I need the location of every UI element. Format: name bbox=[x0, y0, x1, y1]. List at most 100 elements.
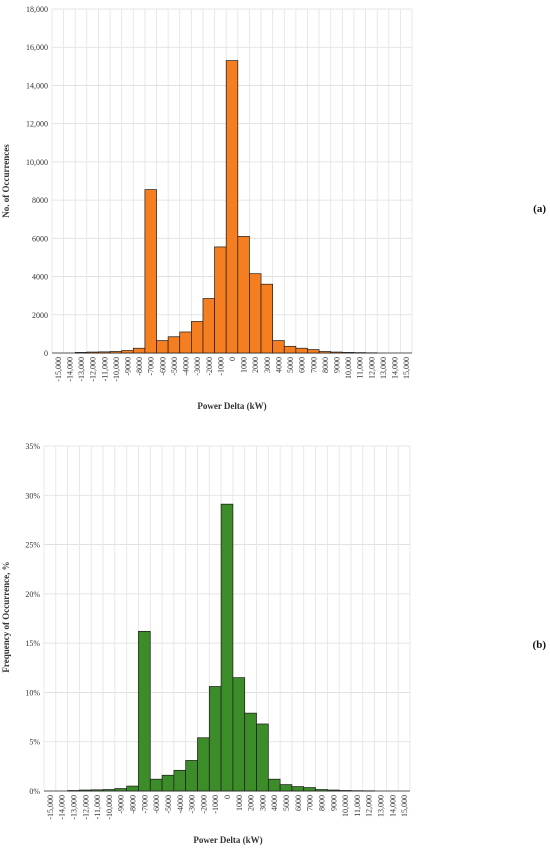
x-tick-label: -4000 bbox=[176, 795, 185, 814]
bar bbox=[79, 789, 92, 792]
bar bbox=[249, 273, 262, 354]
bar bbox=[149, 778, 163, 792]
y-tick-label: 25% bbox=[25, 541, 40, 550]
x-tick-label: -12,000 bbox=[81, 795, 90, 820]
bar bbox=[330, 351, 343, 354]
bar bbox=[341, 352, 355, 354]
bar bbox=[121, 350, 134, 354]
x-tick-label: -14,000 bbox=[58, 795, 67, 820]
x-tick-label: 9000 bbox=[329, 795, 338, 811]
bar bbox=[220, 503, 234, 792]
bar bbox=[179, 331, 192, 354]
x-axis-label-b: Power Delta (kW) bbox=[193, 835, 262, 845]
bar bbox=[161, 774, 175, 792]
bar bbox=[244, 712, 257, 792]
x-tick-label: -10,000 bbox=[105, 795, 114, 820]
y-tick-label: 30% bbox=[25, 491, 40, 500]
x-tick-label: 6000 bbox=[294, 795, 303, 811]
x-tick-label: 2000 bbox=[251, 357, 260, 373]
x-tick-label: 5000 bbox=[282, 795, 291, 811]
bar bbox=[283, 345, 297, 354]
x-tick-label: 7000 bbox=[306, 795, 315, 811]
x-tick-label: -11,000 bbox=[93, 795, 102, 819]
y-tick-label: 10,000 bbox=[26, 158, 48, 167]
x-ticks-b: -15,000 -14,000 -13,000 -12,000 -11,000 -10,0… bbox=[46, 795, 409, 820]
x-tick-label: 2000 bbox=[247, 795, 256, 811]
y-tick-label: 0 bbox=[44, 349, 48, 358]
bar bbox=[202, 298, 215, 354]
bar bbox=[256, 723, 269, 792]
bar bbox=[86, 351, 99, 354]
bar bbox=[315, 789, 328, 792]
x-tick-label: -13,000 bbox=[70, 795, 79, 820]
bar bbox=[208, 686, 222, 792]
x-tick-label: -5000 bbox=[170, 357, 179, 376]
y-tick-label: 6000 bbox=[32, 234, 48, 243]
x-tick-label: 12,000 bbox=[365, 795, 374, 817]
y-tick-label: 18,000 bbox=[26, 5, 48, 14]
x-tick-label: 3000 bbox=[258, 795, 267, 811]
bar bbox=[197, 737, 210, 792]
x-tick-label: -7000 bbox=[140, 795, 149, 814]
x-tick-label: 13,000 bbox=[376, 795, 385, 817]
bar bbox=[267, 778, 281, 792]
x-tick-label: 5000 bbox=[286, 357, 295, 373]
x-tick-label: 15,000 bbox=[400, 795, 409, 817]
bar bbox=[144, 189, 157, 354]
bar bbox=[98, 351, 111, 354]
x-tick-label: 4000 bbox=[274, 357, 283, 373]
bar bbox=[318, 351, 332, 354]
y-tick-label: 10% bbox=[25, 688, 40, 697]
x-tick-label: 0 bbox=[223, 795, 232, 799]
x-tick-label: 14,000 bbox=[391, 357, 400, 379]
chart-a: 0 2000 4000 6000 8000 10,000 12,000 14,000 16,00… bbox=[1, 5, 546, 411]
x-tick-label: -9000 bbox=[117, 795, 126, 814]
x-tick-label: -3000 bbox=[188, 795, 197, 814]
x-tick-label: -13,000 bbox=[77, 357, 86, 382]
bar bbox=[132, 347, 146, 354]
x-tick-label: 0 bbox=[228, 357, 237, 361]
x-tick-label: -3000 bbox=[193, 357, 202, 376]
x-tick-label: 13,000 bbox=[379, 357, 388, 379]
x-tick-label: 1000 bbox=[235, 795, 244, 811]
y-tick-label: 0% bbox=[29, 787, 40, 796]
x-tick-label: -15,000 bbox=[54, 357, 63, 382]
chart-b: 0% 5% 10% 15% 20% 25% 30% 35% -15,000 -14,000 -13… bbox=[1, 442, 546, 845]
x-tick-label: 3000 bbox=[263, 357, 272, 373]
y-tick-label: 5% bbox=[29, 738, 40, 747]
x-tick-label: -2000 bbox=[199, 795, 208, 814]
bar bbox=[191, 321, 204, 354]
bar bbox=[260, 283, 273, 354]
y-axis-label-b: Frequency of Occurrence, % bbox=[1, 561, 11, 672]
x-ticks-a: -15,000 -14,000 -13,000 -12,000 -11,000 -10,0… bbox=[54, 357, 411, 382]
bar bbox=[109, 351, 123, 354]
bar bbox=[74, 352, 88, 354]
x-tick-label: -8000 bbox=[129, 795, 138, 814]
x-tick-label: 8000 bbox=[317, 795, 326, 811]
y-ticks-b: 0% 5% 10% 15% 20% 25% 30% 35% bbox=[25, 442, 40, 796]
panel-label-a: (a) bbox=[533, 203, 546, 215]
x-tick-label: -12,000 bbox=[89, 357, 98, 382]
x-tick-label: -6000 bbox=[152, 795, 161, 814]
bar bbox=[138, 630, 151, 792]
y-tick-label: 12,000 bbox=[26, 120, 48, 129]
bar bbox=[272, 340, 285, 354]
x-tick-label: 14,000 bbox=[388, 795, 397, 817]
y-ticks-a: 0 2000 4000 6000 8000 10,000 12,000 14,000 16,00… bbox=[26, 5, 48, 358]
bar bbox=[307, 349, 320, 354]
x-tick-label: 11,000 bbox=[353, 795, 362, 817]
x-tick-label: -14,000 bbox=[65, 357, 74, 382]
bar bbox=[126, 785, 139, 792]
x-tick-label: -4000 bbox=[182, 357, 191, 376]
bar bbox=[295, 347, 308, 354]
bar bbox=[114, 788, 127, 792]
grid-a bbox=[51, 8, 413, 354]
y-tick-label: 2000 bbox=[32, 311, 48, 320]
x-tick-label: 12,000 bbox=[367, 357, 376, 379]
bar bbox=[279, 784, 293, 792]
x-tick-label: -1000 bbox=[211, 795, 220, 814]
x-tick-label: -1000 bbox=[216, 357, 225, 376]
x-tick-label: 15,000 bbox=[402, 357, 411, 379]
x-tick-label: 11,000 bbox=[356, 357, 365, 379]
y-tick-label: 20% bbox=[25, 590, 40, 599]
